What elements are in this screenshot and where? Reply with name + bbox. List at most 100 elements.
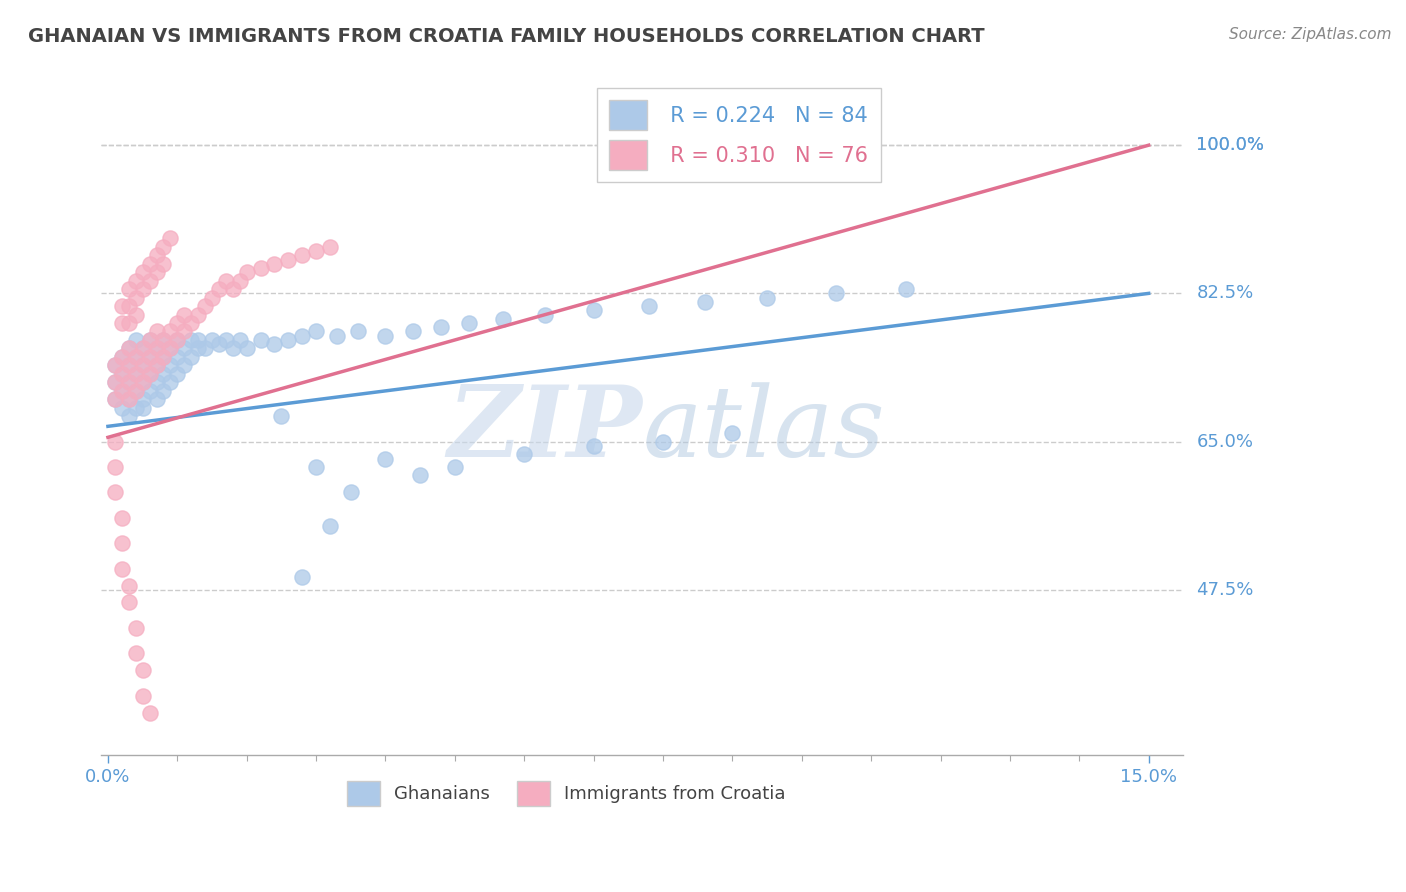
Point xyxy=(111,384,134,398)
Point xyxy=(721,426,744,441)
Point xyxy=(513,447,536,461)
Point xyxy=(125,291,148,305)
Point xyxy=(374,328,396,343)
Point xyxy=(249,333,271,347)
Point xyxy=(125,308,148,322)
Point xyxy=(402,325,425,339)
Point xyxy=(138,367,160,381)
Text: 47.5%: 47.5% xyxy=(1197,581,1254,599)
Point xyxy=(111,561,134,575)
Point xyxy=(215,274,238,288)
Point xyxy=(319,240,342,254)
Point xyxy=(145,392,167,407)
Point xyxy=(118,392,141,407)
Point xyxy=(145,376,167,390)
Point xyxy=(104,392,127,407)
Point xyxy=(125,274,148,288)
Point xyxy=(152,257,174,271)
Point xyxy=(180,316,202,330)
Point xyxy=(111,350,134,364)
Point xyxy=(270,409,292,424)
Point xyxy=(138,257,160,271)
Point xyxy=(277,333,299,347)
Point xyxy=(152,333,174,347)
Point xyxy=(111,384,134,398)
Point xyxy=(104,460,127,475)
Point xyxy=(131,376,153,390)
Point xyxy=(638,299,661,313)
Point xyxy=(208,282,231,296)
Text: 82.5%: 82.5% xyxy=(1197,285,1254,302)
Text: 65.0%: 65.0% xyxy=(1197,433,1253,450)
Point xyxy=(131,359,153,373)
Point xyxy=(138,333,160,347)
Point xyxy=(111,299,134,313)
Point xyxy=(534,308,557,322)
Point xyxy=(152,350,174,364)
Point xyxy=(444,460,467,475)
Point xyxy=(222,282,245,296)
Point xyxy=(138,367,160,381)
Point xyxy=(652,434,675,449)
Point xyxy=(291,248,314,262)
Point xyxy=(138,384,160,398)
Point xyxy=(131,376,153,390)
Point xyxy=(145,342,167,356)
Point xyxy=(173,325,195,339)
Point xyxy=(118,409,141,424)
Point xyxy=(118,376,141,390)
Point xyxy=(111,536,134,550)
Text: ZIP: ZIP xyxy=(447,382,643,478)
Point xyxy=(125,401,148,415)
Point xyxy=(125,350,148,364)
Point xyxy=(131,265,153,279)
Point xyxy=(173,308,195,322)
Point xyxy=(125,384,148,398)
Point xyxy=(305,460,328,475)
Point xyxy=(374,451,396,466)
Point xyxy=(291,570,314,584)
Point xyxy=(118,282,141,296)
Point xyxy=(215,333,238,347)
Point xyxy=(319,519,342,533)
Point xyxy=(104,434,127,449)
Point xyxy=(118,359,141,373)
Point xyxy=(409,468,432,483)
Point xyxy=(104,485,127,500)
Point xyxy=(118,376,141,390)
Point xyxy=(693,294,716,309)
Point xyxy=(145,248,167,262)
Point xyxy=(104,392,127,407)
Point xyxy=(208,337,231,351)
Point xyxy=(894,282,917,296)
Point xyxy=(111,401,134,415)
Point xyxy=(145,325,167,339)
Point xyxy=(305,325,328,339)
Point xyxy=(235,265,257,279)
Point xyxy=(291,328,314,343)
Point xyxy=(125,367,148,381)
Point xyxy=(582,439,605,453)
Point xyxy=(111,350,134,364)
Point xyxy=(104,359,127,373)
Point xyxy=(159,376,181,390)
Point xyxy=(145,342,167,356)
Point xyxy=(131,282,153,296)
Point xyxy=(339,485,361,500)
Point xyxy=(131,663,153,677)
Point xyxy=(111,316,134,330)
Point xyxy=(104,376,127,390)
Point xyxy=(118,595,141,609)
Point xyxy=(201,291,224,305)
Point xyxy=(138,333,160,347)
Point xyxy=(118,342,141,356)
Point xyxy=(166,350,188,364)
Point xyxy=(138,350,160,364)
Point xyxy=(166,333,188,347)
Point xyxy=(492,311,515,326)
Point xyxy=(125,384,148,398)
Point xyxy=(118,316,141,330)
Point xyxy=(125,333,148,347)
Text: 100.0%: 100.0% xyxy=(1197,136,1264,154)
Point xyxy=(131,359,153,373)
